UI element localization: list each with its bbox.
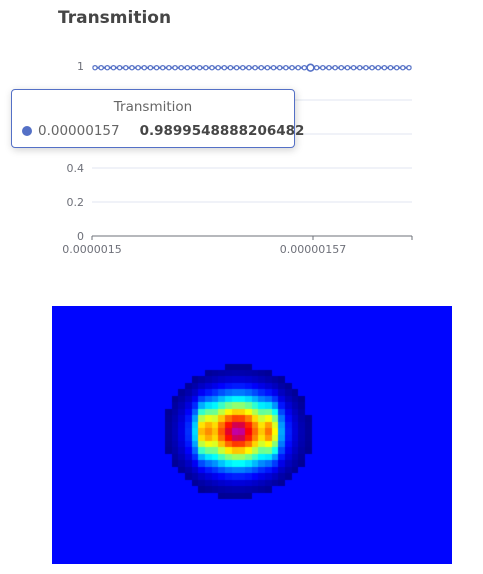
data-point: [246, 64, 252, 71]
data-point: [233, 64, 240, 71]
tooltip-y-value: 0.9899548888206482: [139, 123, 305, 139]
data-point: [406, 64, 412, 71]
data-point: [295, 64, 301, 71]
data-point: [135, 64, 141, 71]
data-point: [129, 64, 135, 71]
data-point: [252, 64, 258, 71]
data-point: [184, 64, 191, 71]
data-point: [283, 64, 289, 71]
chart-title: Transmition: [58, 8, 172, 28]
data-point: [172, 64, 178, 71]
chart-tooltip: Transmition 0.00000157 0.989954888820648…: [11, 89, 304, 148]
data-point: [344, 64, 351, 71]
data-point: [338, 64, 344, 71]
field-intensity-heatmap: [52, 306, 452, 564]
data-point: [153, 64, 160, 71]
y-tick-label: 0: [77, 230, 84, 243]
y-tick-label: 1: [77, 60, 84, 73]
data-point: [332, 64, 338, 71]
data-point: [387, 64, 394, 71]
y-tick-label: 0.4: [67, 162, 85, 175]
data-point: [141, 64, 147, 71]
data-point: [104, 64, 111, 71]
x-tick-label: 0.0000015: [62, 243, 122, 256]
data-point: [215, 64, 221, 71]
data-point: [190, 64, 197, 71]
data-point: [209, 64, 215, 71]
data-point: [196, 64, 203, 71]
data-point: [116, 64, 123, 71]
data-point: [110, 64, 117, 71]
tooltip-title: Transmition: [113, 99, 193, 115]
data-point: [381, 64, 388, 71]
data-point: [313, 64, 320, 71]
data-point: [369, 64, 375, 71]
data-point: [326, 64, 332, 71]
tooltip-x-value: 0.00000157: [38, 123, 120, 139]
data-point: [166, 64, 172, 71]
data-point: [277, 64, 283, 71]
data-point: [393, 64, 400, 71]
data-point: [160, 64, 166, 71]
data-point: [270, 64, 277, 71]
y-tick-label: 0.2: [67, 196, 85, 209]
data-point: [98, 64, 104, 71]
data-point: [227, 64, 234, 71]
data-point: [400, 64, 406, 71]
data-point: [240, 64, 246, 71]
tooltip-row: 0.00000157 0.9899548888206482: [22, 123, 304, 139]
data-point: [320, 64, 326, 71]
highlighted-data-point: [306, 63, 315, 72]
data-point: [92, 64, 98, 71]
data-point: [178, 64, 184, 71]
data-point: [123, 64, 129, 71]
data-point: [258, 64, 264, 71]
tooltip-series-marker: [22, 126, 32, 136]
data-point: [350, 64, 357, 71]
data-point: [264, 64, 271, 71]
data-point: [363, 64, 369, 71]
data-point: [357, 64, 363, 71]
data-point: [147, 64, 154, 71]
data-point: [301, 64, 308, 71]
data-point: [289, 64, 295, 71]
data-point: [221, 64, 227, 71]
data-point: [375, 64, 381, 71]
data-point: [203, 64, 209, 71]
x-tick-label: 0.00000157: [280, 243, 346, 256]
